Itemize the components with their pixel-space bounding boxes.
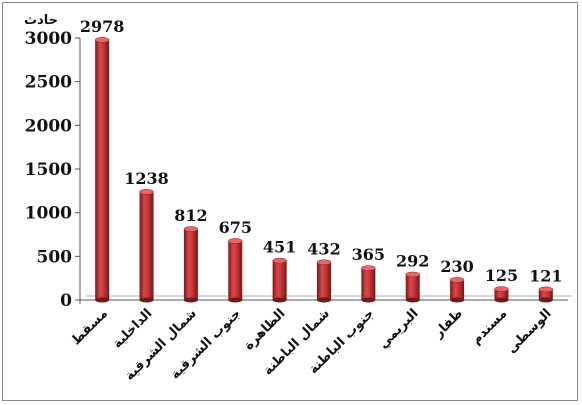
bar (95, 39, 110, 301)
category-label: مسندم (469, 306, 510, 347)
y-tick-label: 2500 (25, 73, 72, 93)
bar-base (228, 297, 243, 303)
bar-top (449, 277, 465, 283)
bar-base (494, 297, 509, 303)
bar-top (494, 286, 509, 292)
y-tick-label: 0 (60, 291, 72, 311)
bar-value-label: 230 (440, 257, 473, 276)
bar-base (183, 297, 198, 303)
bar-base (272, 297, 287, 303)
bar-top (94, 37, 110, 43)
category-label: الوسطى (504, 306, 554, 356)
bar (450, 279, 465, 300)
bar-top (139, 189, 154, 195)
bar-base (361, 297, 376, 303)
bar-top (183, 226, 199, 232)
bar-base (405, 297, 420, 303)
bar-value-label: 812 (174, 206, 207, 225)
bar-base (95, 297, 110, 303)
y-tick-label: 1000 (25, 204, 72, 224)
bar (494, 289, 509, 300)
bar (317, 262, 331, 300)
category-label: الداخلية (110, 306, 155, 351)
bar (272, 260, 287, 300)
bar-value-label: 365 (352, 245, 385, 264)
bar-base (538, 297, 553, 303)
y-axis-unit-label: حادث (24, 13, 58, 28)
bar (139, 191, 154, 300)
bar-top (538, 286, 554, 293)
bar (228, 241, 243, 300)
bar-value-label: 121 (529, 266, 562, 285)
bar (183, 229, 198, 300)
bar (405, 274, 420, 300)
bar (361, 268, 376, 300)
bar-top (405, 271, 420, 278)
y-tick-label: 1500 (25, 160, 72, 180)
bar-top (228, 238, 243, 244)
bar-top (272, 257, 287, 264)
y-tick-label: 3000 (25, 29, 72, 49)
y-tick-label: 500 (37, 247, 73, 267)
y-tick-label: 2000 (25, 116, 72, 136)
bar-base (450, 297, 465, 303)
bar-value-label: 2978 (80, 17, 125, 36)
bar-value-label: 292 (396, 251, 429, 270)
category-label: البريمي (376, 306, 422, 352)
category-label: مسقط (69, 306, 111, 348)
bar-value-label: 1238 (124, 169, 169, 188)
bar (538, 289, 553, 300)
bar-base (139, 297, 154, 303)
bar-value-label: 675 (219, 218, 252, 237)
category-label: ظفار (431, 306, 466, 341)
bar-base (317, 297, 331, 303)
bar-value-label: 432 (307, 239, 340, 258)
bar-value-label: 451 (263, 238, 296, 257)
bar-top (316, 259, 332, 266)
bar-top (361, 265, 376, 271)
bar-value-label: 125 (485, 266, 518, 285)
